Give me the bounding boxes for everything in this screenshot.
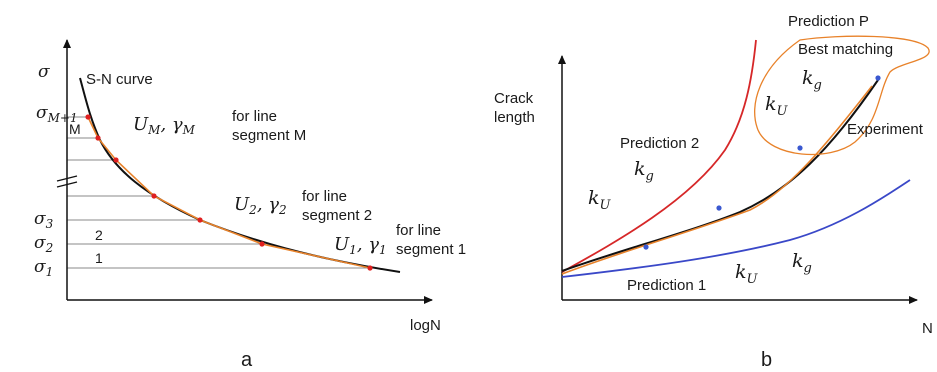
stress-grid-lines [67, 116, 370, 269]
segment-vertices [85, 114, 373, 271]
panel-b: Prediction P Best matching kg kU Experim… [494, 13, 933, 371]
segment-m-params: UM, γM [133, 114, 196, 137]
panel-b-y-axis-label-line2: length [494, 109, 535, 126]
experiment-points [643, 75, 881, 250]
prediction-2-label: Prediction 2 [620, 135, 699, 152]
band-label-1: 1 [95, 250, 103, 266]
experiment-point [716, 205, 722, 211]
vertex-point [85, 114, 91, 120]
vertex-point [113, 157, 119, 163]
segment-m-text-line1: for line [232, 108, 277, 125]
segment-2-params: U2, γ2 [234, 194, 287, 217]
panel-a: σ σM+1 σ3 σ2 σ1 M 2 1 S-N curve UM, γM f… [34, 39, 466, 371]
band-label-2: 2 [95, 227, 103, 243]
prediction-1-ku-label: kU [735, 261, 759, 287]
axis-break-mark [56, 175, 78, 188]
panel-b-caption: b [761, 349, 772, 371]
experiment-point [797, 145, 803, 151]
loop-ku-label: kU [765, 93, 789, 119]
vertex-point [259, 241, 265, 247]
best-matching-label: Best matching [798, 41, 893, 58]
prediction-1-label: Prediction 1 [627, 277, 706, 294]
panel-b-x-axis-label: N [922, 320, 933, 337]
panel-b-y-axis-label-line1: Crack [494, 90, 534, 107]
vertex-point [95, 135, 101, 141]
vertex-point [151, 193, 157, 199]
experiment-point [875, 75, 881, 81]
prediction-1-kg-label: kg [792, 250, 812, 276]
stress-label-2: σ2 [34, 233, 53, 255]
loop-kg-label: kg [802, 67, 822, 93]
vertex-point [367, 265, 373, 271]
segment-1-text-line1: for line [396, 222, 441, 239]
vertex-point [197, 217, 203, 223]
segment-1-text-line2: segment 1 [396, 241, 466, 258]
band-label-m: M [69, 121, 81, 137]
best-matching-loop [754, 35, 930, 156]
segment-1-params: U1, γ1 [334, 234, 387, 257]
stress-label-1: σ1 [34, 257, 53, 279]
stress-label-3: σ3 [34, 209, 54, 231]
prediction-2-curve [561, 39, 757, 273]
best-matching-curve [561, 85, 873, 275]
prediction-1-curve [561, 179, 911, 278]
prediction-2-ku-label: kU [588, 187, 612, 213]
prediction-p-label: Prediction P [788, 13, 869, 30]
segment-m-text-line2: segment M [232, 127, 306, 144]
segment-2-text-line2: segment 2 [302, 207, 372, 224]
segment-2-text-line1: for line [302, 188, 347, 205]
experiment-label: Experiment [847, 121, 924, 138]
panel-a-x-axis-label: logN [410, 317, 441, 334]
experiment-curve [561, 79, 879, 272]
panel-a-caption: a [241, 349, 253, 371]
prediction-2-kg-label: kg [634, 158, 654, 184]
panel-a-y-axis-symbol: σ [38, 62, 50, 82]
experiment-point [643, 244, 649, 250]
sn-curve-label: S-N curve [86, 71, 153, 88]
